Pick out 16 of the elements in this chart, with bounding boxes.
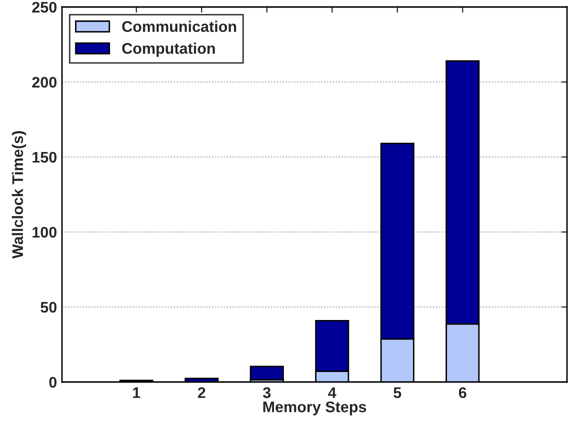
y-tick-label: 200 bbox=[32, 76, 57, 88]
x-tick-label: 5 bbox=[394, 387, 402, 398]
x-tick-label: 1 bbox=[133, 387, 140, 398]
y-tick-label: 250 bbox=[32, 2, 57, 13]
legend-label: Communication bbox=[122, 20, 236, 32]
x-tick-label: 4 bbox=[328, 387, 336, 398]
x-tick-label: 2 bbox=[198, 387, 206, 398]
y-tick-label: 0 bbox=[49, 376, 57, 388]
y-tick-label: 100 bbox=[32, 226, 57, 238]
y-tick-label: 150 bbox=[32, 152, 57, 163]
y-axis-title: Wallclock Time(s) bbox=[12, 131, 26, 259]
x-tick-label: 3 bbox=[262, 387, 271, 398]
legend-label: Computation bbox=[122, 42, 215, 57]
y-tick-label: 50 bbox=[40, 302, 57, 313]
x-axis-title: Memory Steps bbox=[263, 402, 366, 416]
x-tick-label: 6 bbox=[458, 387, 466, 398]
